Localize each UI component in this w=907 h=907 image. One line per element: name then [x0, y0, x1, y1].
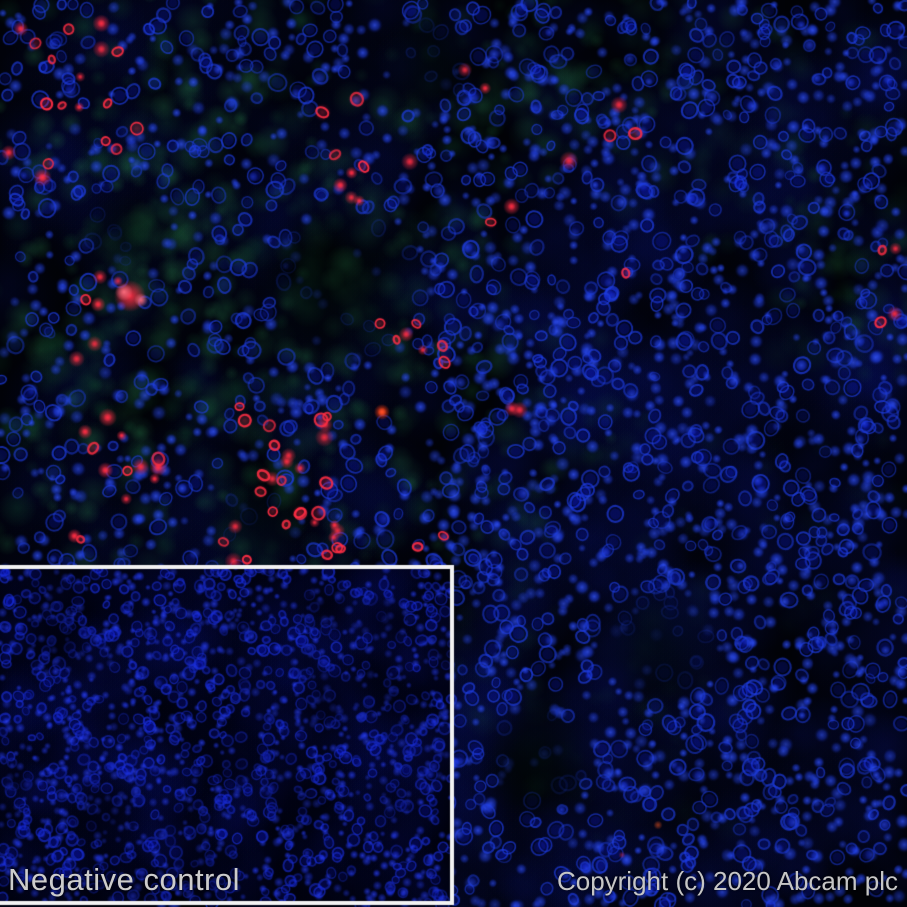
copyright-text: Copyright (c) 2020 Abcam plc [556, 866, 898, 896]
negative-control-inset-label: Negative control [8, 862, 241, 897]
